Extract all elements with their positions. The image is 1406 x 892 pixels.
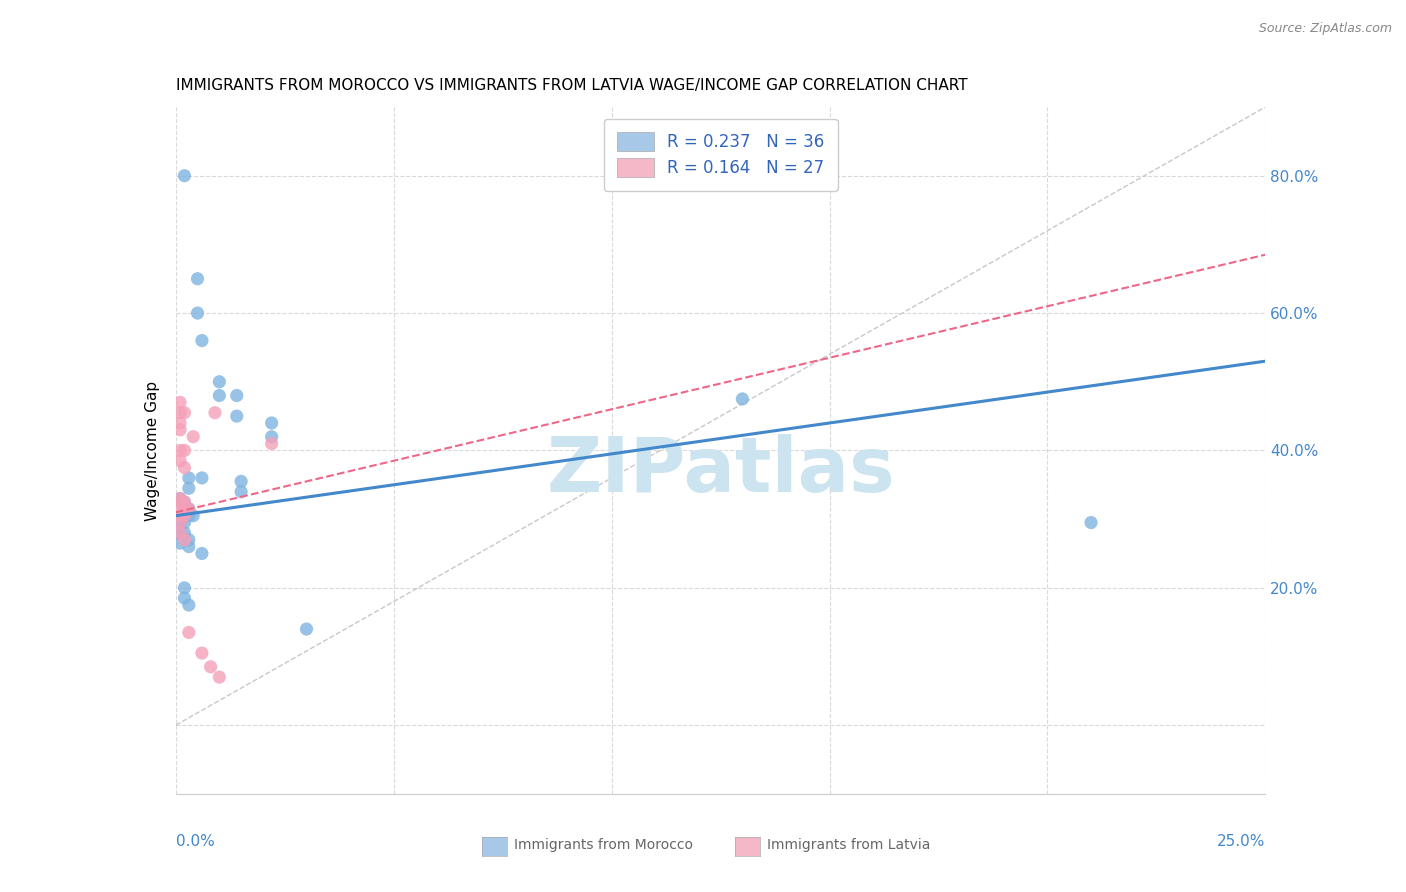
- Point: [169, 491, 191, 506]
- Point: [173, 406, 195, 420]
- Point: [173, 169, 195, 183]
- Point: [225, 388, 247, 402]
- Y-axis label: Wage/Income Gap: Wage/Income Gap: [145, 380, 160, 521]
- Point: [177, 540, 200, 554]
- Point: [177, 508, 200, 523]
- Point: [173, 581, 195, 595]
- Point: [191, 334, 214, 348]
- Text: Source: ZipAtlas.com: Source: ZipAtlas.com: [1258, 22, 1392, 36]
- Text: 0.0%: 0.0%: [176, 834, 215, 849]
- Point: [191, 471, 214, 485]
- Point: [169, 525, 191, 540]
- Point: [169, 416, 191, 430]
- Point: [177, 501, 200, 516]
- Point: [173, 495, 195, 509]
- Point: [173, 443, 195, 458]
- Point: [177, 533, 200, 547]
- Legend: R = 0.237   N = 36, R = 0.164   N = 27: R = 0.237 N = 36, R = 0.164 N = 27: [603, 119, 838, 191]
- Point: [173, 460, 195, 475]
- Point: [173, 495, 195, 509]
- Point: [169, 508, 191, 523]
- Text: IMMIGRANTS FROM MOROCCO VS IMMIGRANTS FROM LATVIA WAGE/INCOME GAP CORRELATION CH: IMMIGRANTS FROM MOROCCO VS IMMIGRANTS FR…: [176, 78, 967, 94]
- Point: [169, 495, 191, 509]
- Point: [191, 646, 214, 660]
- Point: [173, 501, 195, 516]
- Point: [169, 495, 191, 509]
- Point: [200, 660, 222, 674]
- Text: 25.0%: 25.0%: [1218, 834, 1265, 849]
- Text: Immigrants from Morocco: Immigrants from Morocco: [513, 838, 693, 852]
- Point: [169, 536, 191, 550]
- Point: [173, 508, 195, 523]
- Point: [260, 430, 283, 444]
- Point: [208, 388, 231, 402]
- Point: [177, 471, 200, 485]
- Point: [1080, 516, 1102, 530]
- Point: [186, 271, 209, 285]
- Point: [177, 598, 200, 612]
- Point: [169, 516, 191, 530]
- Text: Immigrants from Latvia: Immigrants from Latvia: [768, 838, 931, 852]
- Point: [169, 395, 191, 409]
- Point: [173, 533, 195, 547]
- Point: [169, 525, 191, 540]
- Point: [181, 508, 204, 523]
- Point: [173, 501, 195, 516]
- Point: [231, 475, 253, 489]
- Point: [177, 481, 200, 495]
- Point: [173, 516, 195, 530]
- Point: [169, 491, 191, 506]
- Point: [186, 306, 209, 320]
- Point: [231, 484, 253, 499]
- Point: [208, 670, 231, 684]
- Point: [169, 501, 191, 516]
- Point: [169, 406, 191, 420]
- Point: [169, 516, 191, 530]
- Text: ZIPatlas: ZIPatlas: [547, 434, 894, 508]
- Point: [260, 416, 283, 430]
- Point: [225, 409, 247, 423]
- Point: [177, 501, 200, 516]
- Point: [260, 436, 283, 450]
- Point: [204, 406, 226, 420]
- Point: [181, 430, 204, 444]
- Point: [169, 443, 191, 458]
- Point: [173, 525, 195, 540]
- Point: [191, 546, 214, 561]
- Point: [169, 454, 191, 468]
- Point: [208, 375, 231, 389]
- Point: [173, 591, 195, 606]
- Point: [177, 625, 200, 640]
- Point: [295, 622, 318, 636]
- Point: [169, 423, 191, 437]
- Point: [731, 392, 754, 406]
